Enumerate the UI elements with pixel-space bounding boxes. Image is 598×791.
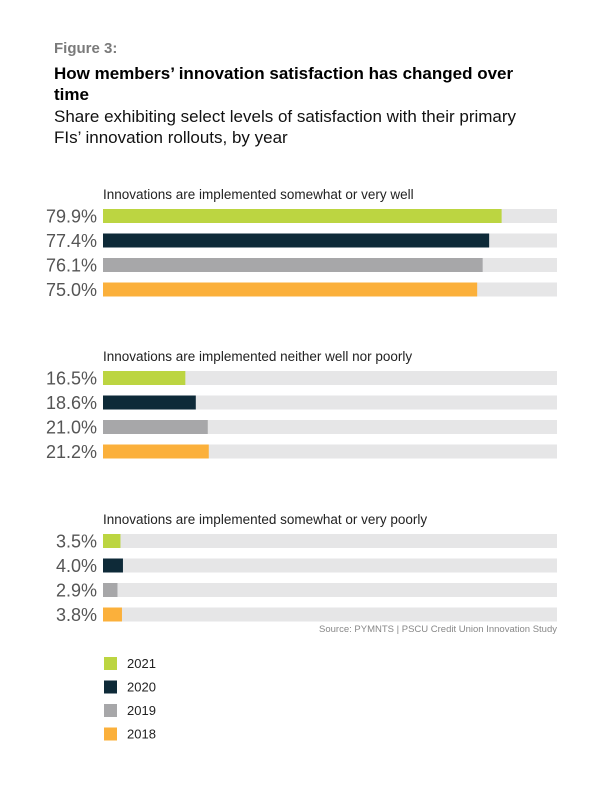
- legend-label-2020: 2020: [127, 680, 156, 695]
- legend-swatch-2019: [104, 704, 117, 717]
- bar-2019: [103, 258, 483, 272]
- bar-2019: [103, 420, 208, 434]
- value-label: 77.4%: [46, 231, 97, 251]
- legend-swatch-2020: [104, 680, 117, 694]
- legend-swatch-2021: [104, 657, 117, 670]
- bar-track: [103, 371, 557, 385]
- group-title: Innovations are implemented neither well…: [103, 349, 412, 364]
- bar-track: [103, 534, 557, 548]
- bar-2020: [103, 558, 123, 573]
- value-label: 3.5%: [56, 532, 97, 552]
- bar-2020: [103, 233, 490, 248]
- bar-2021: [103, 209, 502, 223]
- bar-track: [103, 420, 557, 434]
- chart-subtitle: Share exhibiting select levels of satisf…: [54, 107, 517, 147]
- group-title: Innovations are implemented somewhat or …: [103, 187, 414, 202]
- bar-track: [103, 444, 557, 459]
- group-title: Innovations are implemented somewhat or …: [103, 512, 427, 527]
- bar-2018: [103, 282, 478, 297]
- legend-label-2021: 2021: [127, 656, 156, 671]
- bar-track: [103, 607, 557, 622]
- bar-track: [103, 558, 557, 573]
- bar-track: [103, 583, 557, 597]
- bar-2018: [103, 444, 209, 459]
- value-label: 21.0%: [46, 418, 97, 438]
- bar-2021: [103, 371, 186, 385]
- chart-title: How members’ innovation satisfaction has…: [54, 64, 514, 104]
- figure-label: Figure 3:: [54, 40, 118, 57]
- bar-2020: [103, 395, 196, 410]
- value-label: 2.9%: [56, 581, 97, 601]
- value-label: 75.0%: [46, 280, 97, 300]
- value-label: 16.5%: [46, 369, 97, 389]
- value-label: 18.6%: [46, 393, 97, 413]
- bar-track: [103, 395, 557, 410]
- legend-swatch-2018: [104, 727, 117, 741]
- value-label: 4.0%: [56, 556, 97, 576]
- legend-label-2018: 2018: [127, 727, 156, 742]
- bar-2021: [103, 534, 121, 548]
- value-label: 3.8%: [56, 605, 97, 625]
- value-label: 76.1%: [46, 256, 97, 276]
- source-note: Source: PYMNTS | PSCU Credit Union Innov…: [319, 624, 557, 635]
- legend-label-2019: 2019: [127, 703, 156, 718]
- value-label: 79.9%: [46, 207, 97, 227]
- bar-2018: [103, 607, 122, 622]
- bar-2019: [103, 583, 118, 597]
- value-label: 21.2%: [46, 442, 97, 462]
